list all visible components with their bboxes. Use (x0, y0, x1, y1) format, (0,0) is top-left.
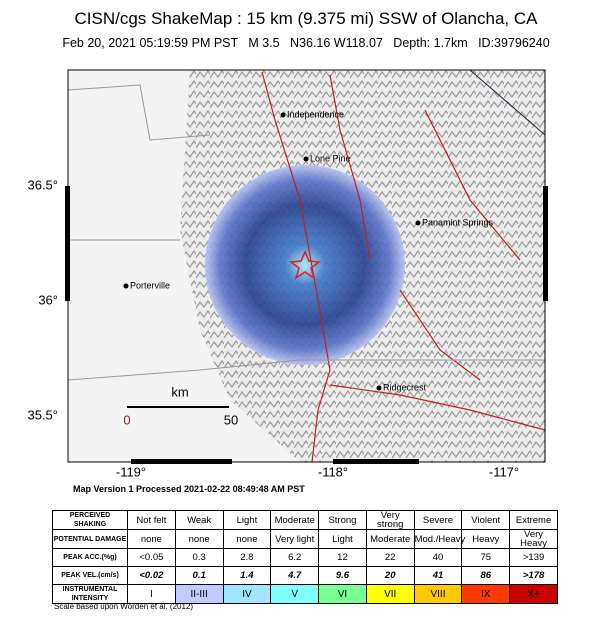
table-row: PEAK VEL.(cm/s) <0.02 0.1 1.4 4.7 9.6 20 41 86 >1… (52, 566, 558, 585)
table-cell: Moderate (365, 529, 415, 549)
table-cell: Violent (461, 510, 511, 530)
place-dot (415, 220, 421, 226)
table-cell: <0.05 (127, 548, 176, 567)
subtitle: Feb 20, 2021 05:19:59 PM PST M 3.5 N36.1… (62, 36, 550, 50)
place-label: Lone Pine (310, 153, 351, 163)
table-cell: IV (222, 584, 272, 604)
scale-start: 0 (123, 412, 130, 427)
scale-unit: km (171, 384, 188, 399)
table-cell: none (127, 529, 176, 549)
table-cell: II-III (174, 584, 224, 604)
place-label: Porterville (130, 280, 170, 290)
place-dot (280, 112, 286, 118)
table-cell: none (222, 529, 272, 549)
footnote: Scale based upon Worden et al. (2012) (54, 602, 194, 611)
table-cell: Moderate (270, 510, 320, 530)
table-cell: 2.8 (222, 548, 272, 567)
table-cell: 0.3 (174, 548, 224, 567)
table-cell: Light (318, 529, 367, 549)
title: CISN/cgs ShakeMap : 15 km (9.375 mi) SSW… (74, 9, 538, 28)
scale-end: 50 (224, 412, 238, 427)
intensity-table: PERCEIVED SHAKING Not felt Weak Light Modera… (52, 510, 558, 604)
table-cell: 4.7 (270, 566, 320, 585)
map: km 0 50 36.5° 36° 35.5° -119° -118° -117° Inde… (27, 69, 548, 479)
table-cell: IX (461, 584, 511, 604)
table-cell: <0.02 (127, 566, 176, 585)
row-label: PERCEIVED SHAKING (52, 510, 128, 530)
table-cell: 40 (413, 548, 463, 567)
table-row: PEAK ACC.(%g) <0.05 0.3 2.8 6.2 12 22 40 75 >139 (52, 548, 558, 567)
lon-label: -117° (489, 464, 519, 479)
table-cell: 0.1 (174, 566, 224, 585)
table-cell: Not felt (127, 510, 176, 530)
place-label: Independence (287, 109, 344, 119)
table-row: PERCEIVED SHAKING Not felt Weak Light Modera… (52, 510, 558, 530)
place-dot (376, 385, 382, 391)
table-cell: Light (222, 510, 272, 530)
table-cell: >139 (509, 548, 558, 567)
table-cell: VII (365, 584, 415, 604)
table-cell: Very light (270, 529, 320, 549)
processed-note: Map Version 1 Processed 2021-02-22 08:49… (73, 484, 305, 494)
row-label: PEAK ACC.(%g) (52, 548, 128, 567)
table-cell: Strong (318, 510, 367, 530)
place-label: Ridgecrest (383, 382, 427, 392)
table-cell: 41 (413, 566, 463, 585)
table-cell: VIII (413, 584, 463, 604)
table-cell: Very Heavy (509, 529, 558, 549)
lon-label: -118° (318, 464, 348, 479)
table-row: INSTRUMENTAL INTENSITY I II-III IV V VI VII VII… (52, 584, 558, 604)
table-cell: >178 (509, 566, 558, 585)
table-cell: I (127, 584, 176, 604)
table-row: POTENTIAL DAMAGE none none none Very light Li… (52, 529, 558, 549)
place-dot (303, 156, 309, 162)
table-cell: V (270, 584, 320, 604)
boundaries (67, 84, 545, 381)
table-cell: 22 (365, 548, 415, 567)
table-cell: 86 (461, 566, 511, 585)
place-dot (123, 283, 129, 289)
row-label: PEAK VEL.(cm/s) (52, 566, 128, 585)
table-cell: 6.2 (270, 548, 320, 567)
epicenter (289, 250, 321, 280)
lat-label: 36.5° (27, 177, 58, 192)
lon-label: -119° (116, 464, 146, 479)
table-cell: X+ (509, 584, 558, 604)
table-cell: Heavy (461, 529, 511, 549)
table-cell: 75 (461, 548, 511, 567)
frame-bars (65, 186, 548, 464)
table-cell: 12 (318, 548, 367, 567)
intensity-area (205, 165, 405, 365)
table-cell: Extreme (509, 510, 558, 530)
table-cell: VI (318, 584, 367, 604)
row-label: POTENTIAL DAMAGE (52, 529, 128, 549)
lat-label: 35.5° (27, 407, 58, 422)
table-cell: 1.4 (222, 566, 272, 585)
table-cell: none (174, 529, 224, 549)
row-label: INSTRUMENTAL INTENSITY (52, 584, 128, 604)
faults (261, 71, 546, 463)
lat-label: 36° (38, 292, 58, 307)
place-label: Panamint Springs (422, 217, 494, 227)
table-cell: Weak (174, 510, 224, 530)
table-cell: Severe (413, 510, 463, 530)
table-cell: 9.6 (318, 566, 367, 585)
state-line (469, 69, 546, 136)
table-cell: 20 (365, 566, 415, 585)
table-cell: Very strong (365, 510, 415, 530)
table-cell: Mod./Heavy (413, 529, 465, 549)
